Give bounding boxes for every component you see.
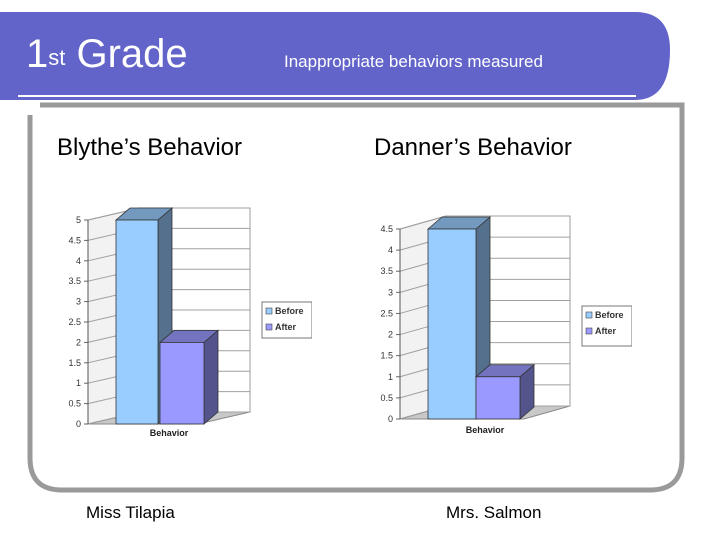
y-tick-label: 0 — [388, 414, 393, 424]
y-tick-label: 2 — [388, 330, 393, 340]
legend-label-after: After — [275, 322, 296, 332]
y-tick-label: 0 — [76, 419, 81, 429]
slide-subtitle: Inappropriate behaviors measured — [284, 52, 543, 71]
y-tick-label: 4 — [76, 256, 81, 266]
y-tick-label: 5 — [76, 215, 81, 225]
chart-title-danner: Danner’s Behavior — [374, 134, 572, 161]
teacher-name-left: Miss Tilapia — [86, 503, 175, 522]
y-tick-label: 0.5 — [68, 399, 81, 409]
bar-after — [475, 376, 521, 420]
y-tick-label: 1.5 — [68, 358, 81, 368]
chart-blythe: 0 0.5 1 1.5 2 2.5 3 3.5 4 4.5 5 Behavior Before After — [68, 207, 312, 438]
title-number: 1 — [26, 32, 49, 76]
legend-swatch-before — [265, 307, 273, 315]
x-category-label: Behavior — [466, 425, 505, 435]
y-tick-label: 4 — [388, 245, 393, 255]
teacher-name-right: Mrs. Salmon — [446, 503, 542, 522]
chart-danner: 0 0.5 1 1.5 2 2.5 3 3.5 4 4.5 Behavior Before After — [380, 215, 632, 435]
y-tick-label: 3 — [388, 287, 393, 297]
y-tick-label: 1 — [76, 378, 81, 388]
y-tick-label: 3 — [76, 297, 81, 307]
y-tick-label: 0.5 — [380, 393, 393, 403]
title-superscript: st — [48, 45, 66, 70]
header-bar — [0, 12, 670, 100]
legend-label-before: Before — [595, 310, 624, 320]
slide-border — [27, 102, 685, 493]
y-tick-label: 1 — [388, 372, 393, 382]
y-tick-label: 4.5 — [68, 235, 81, 245]
x-category-label: Behavior — [150, 428, 189, 438]
y-tick-label: 2 — [76, 337, 81, 347]
chart-title-blythe: Blythe’s Behavior — [57, 134, 242, 161]
y-tick-label: 3.5 — [380, 266, 393, 276]
y-tick-label: 2.5 — [68, 317, 81, 327]
title-text: Grade — [76, 32, 188, 76]
y-tick-label: 1.5 — [380, 351, 393, 361]
legend-swatch-before — [585, 311, 593, 319]
y-tick-label: 2.5 — [380, 308, 393, 318]
gridline-side — [399, 215, 447, 230]
y-tick-label: 3.5 — [68, 276, 81, 286]
legend-swatch-after — [265, 323, 273, 331]
bar-side-after — [203, 329, 219, 425]
bar-before — [115, 219, 159, 425]
bar-after — [159, 341, 205, 425]
slide-title: 1st Grade — [26, 30, 188, 78]
bar-before — [427, 228, 477, 420]
legend-swatch-after — [585, 327, 593, 335]
legend-label-before: Before — [275, 306, 304, 316]
y-tick-label: 4.5 — [380, 224, 393, 234]
legend-label-after: After — [595, 326, 616, 336]
